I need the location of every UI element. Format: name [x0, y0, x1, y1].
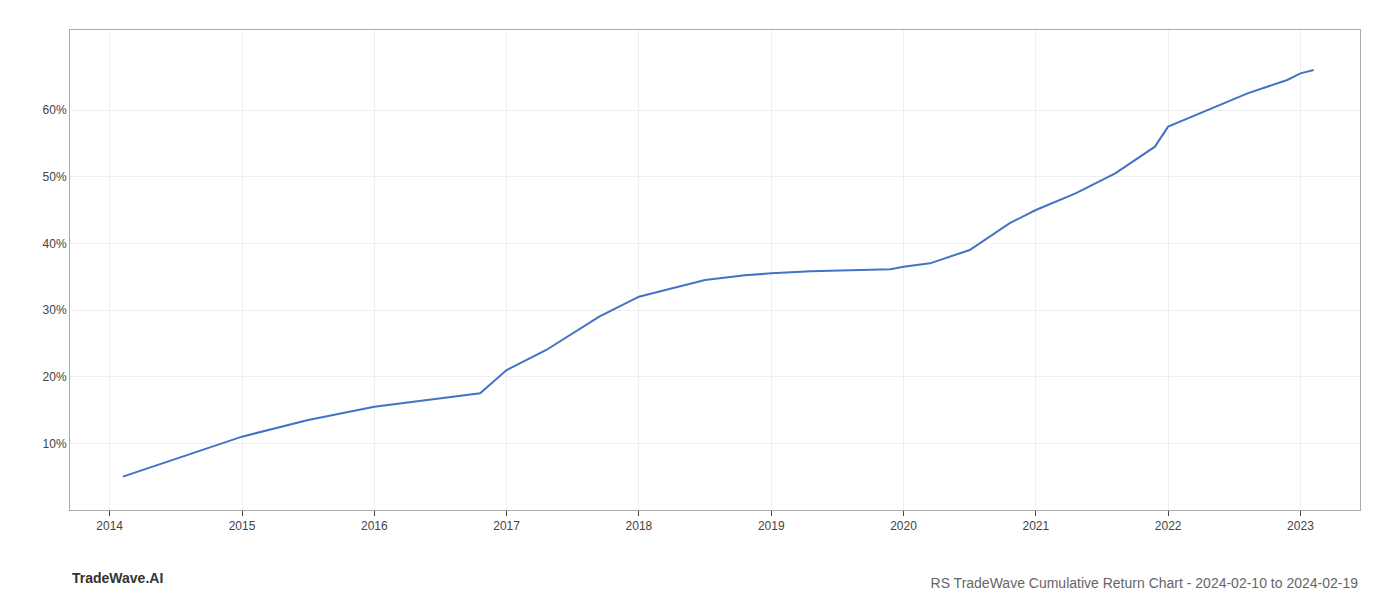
svg-text:RS TradeWave Cumulative Return: RS TradeWave Cumulative Return Chart - 2…: [931, 575, 1359, 591]
svg-text:30%: 30%: [43, 303, 67, 317]
svg-text:2019: 2019: [758, 519, 785, 533]
svg-text:2016: 2016: [361, 519, 388, 533]
svg-text:2022: 2022: [1155, 519, 1182, 533]
svg-text:20%: 20%: [43, 370, 67, 384]
svg-text:40%: 40%: [43, 237, 67, 251]
svg-text:2014: 2014: [96, 519, 123, 533]
svg-text:2021: 2021: [1022, 519, 1049, 533]
svg-text:2023: 2023: [1287, 519, 1314, 533]
svg-text:2015: 2015: [229, 519, 256, 533]
svg-text:10%: 10%: [43, 437, 67, 451]
svg-text:2018: 2018: [626, 519, 653, 533]
svg-text:50%: 50%: [43, 170, 67, 184]
svg-text:2017: 2017: [493, 519, 520, 533]
svg-text:TradeWave.AI: TradeWave.AI: [72, 570, 163, 586]
svg-text:2020: 2020: [890, 519, 917, 533]
svg-text:60%: 60%: [43, 103, 67, 117]
